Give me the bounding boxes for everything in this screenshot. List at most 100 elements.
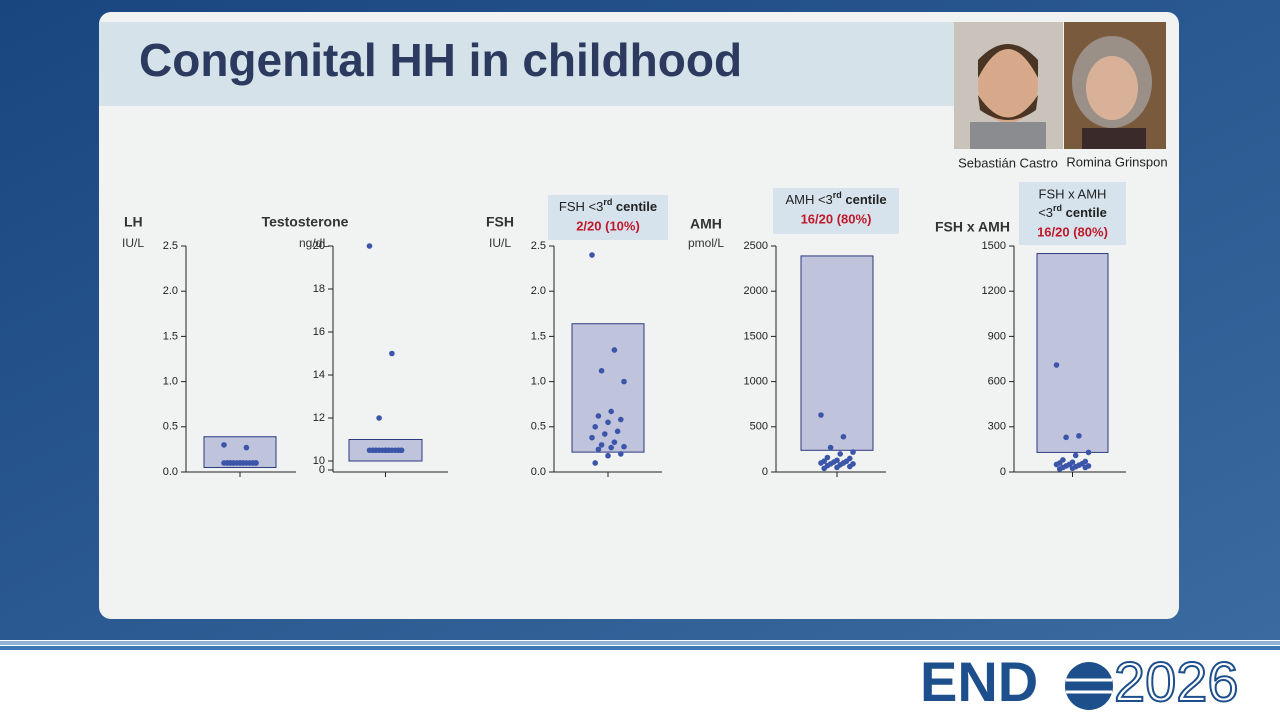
data-point (621, 443, 627, 450)
y-tick-label: 0.0 (531, 466, 546, 478)
annotation-result: 2/20 (10%) (576, 218, 640, 233)
data-point (243, 444, 250, 451)
data-point (824, 454, 831, 461)
data-point (605, 452, 611, 459)
y-tick-label: 1200 (982, 285, 1006, 297)
chart: LH IU/L 0.0 0.5 1.0 1.5 2.0 2.5 (122, 214, 296, 478)
data-point (366, 243, 373, 249)
chart: FSH IU/L 0.0 0.5 1.0 1.5 2.0 2.5 FSH <3rd centil… (486, 195, 668, 478)
annotation-text: FSH <3rd centile (559, 197, 657, 214)
annotation-superscript: rd (1053, 203, 1062, 213)
data-point (1085, 449, 1092, 456)
y-tick-label: 300 (988, 421, 1006, 433)
annotation-box (548, 195, 668, 240)
photo (1064, 22, 1166, 149)
data-point (621, 378, 627, 385)
data-point (382, 447, 389, 454)
y-tick-label: 0.0 (163, 466, 178, 478)
y-tick-label: 1.0 (531, 376, 546, 388)
data-point (389, 350, 395, 357)
data-point (237, 460, 243, 466)
y-tick-label: 2.5 (531, 240, 546, 252)
y-tick-label: 1500 (982, 240, 1006, 252)
reference-range (800, 255, 874, 451)
y-tick-label: 2000 (744, 285, 768, 297)
data-point (850, 449, 856, 455)
chart: Testosterone ng/dL 010 12 14 16 18 20 (262, 214, 448, 477)
chart-title: FSH x AMH (935, 219, 1010, 235)
data-point (840, 433, 847, 440)
chart-title: Testosterone (262, 214, 349, 230)
data-point (1063, 434, 1069, 441)
data-point (608, 444, 614, 451)
annotation-heading: FSH x AMH (1039, 186, 1107, 201)
annotation-result: 16/20 (80%) (801, 211, 872, 226)
y-tick-label: 20 (313, 240, 325, 252)
data-point (1053, 362, 1060, 368)
y-tick-label: 10 (313, 455, 325, 467)
data-point (1072, 452, 1079, 459)
y-axis-label: ng/dL (299, 236, 329, 250)
content-panel (99, 12, 1179, 619)
y-tick-label: 0.5 (531, 421, 546, 433)
y-tick-label: 1.0 (163, 376, 178, 388)
chart: FSH x AMH 0 300 600 900 1200 1500 FSH x AMH <3rd… (935, 182, 1126, 478)
data-point (618, 416, 624, 423)
data-point (592, 460, 598, 466)
chart-title: LH (124, 214, 143, 230)
annotation-text-start: AMH <3 (785, 192, 832, 207)
y-tick-label: 12 (313, 412, 325, 424)
annotation-text: AMH <3rd centile (785, 190, 886, 207)
data-point (614, 428, 621, 435)
data-point (611, 439, 618, 445)
data-point (592, 424, 598, 430)
logo-globe-stripe (1066, 678, 1112, 694)
y-tick-label: 2.5 (163, 240, 178, 252)
data-point (589, 434, 595, 441)
data-point (369, 447, 376, 454)
y-tick-label: 2500 (744, 240, 768, 252)
y-tick-label: 1000 (744, 376, 768, 388)
logo: END 2026 (920, 649, 1240, 714)
data-point (376, 415, 382, 421)
chart-title: FSH (486, 214, 514, 230)
data-point (611, 347, 618, 353)
data-point (589, 252, 595, 258)
chart-title: AMH (690, 216, 722, 232)
data-point (221, 442, 227, 448)
data-point (595, 446, 602, 453)
chart: AMH pmol/L 0 500 1000 1500 2000 2500 AMH <3rd ce… (688, 188, 899, 478)
y-tick-label: 0 (1000, 466, 1006, 478)
y-tick-label: 0 (319, 464, 325, 476)
y-tick-label: 2.0 (163, 285, 178, 297)
data-point (837, 451, 843, 457)
data-point (605, 419, 611, 426)
annotation-result: 16/20 (80%) (1037, 224, 1108, 239)
title-banner (99, 22, 955, 106)
y-axis-label: IU/L (122, 236, 144, 250)
data-point (598, 367, 605, 374)
y-tick-label: 1500 (744, 330, 768, 342)
data-point (827, 444, 834, 451)
y-tick-label: 0.5 (163, 421, 178, 433)
annotation-superscript: rd (603, 197, 612, 207)
y-tick-label: 14 (313, 369, 325, 381)
presenter-name: Romina Grinspon (1066, 154, 1167, 169)
y-tick-label: 16 (313, 326, 325, 338)
annotation-text-start: <3 (1038, 205, 1053, 220)
annotation-text-end: centile (842, 192, 887, 207)
slide-title: Congenital HH in childhood (139, 34, 742, 86)
data-point (818, 412, 824, 418)
data-point (821, 465, 827, 472)
data-point (595, 413, 602, 419)
logo-globe (1065, 662, 1113, 710)
annotation-text: <3rd centile (1038, 203, 1107, 220)
data-point (250, 460, 256, 466)
y-tick-label: 2.0 (531, 285, 546, 297)
data-point (602, 431, 608, 437)
data-point (847, 463, 853, 470)
data-point (834, 464, 840, 471)
annotation-box (773, 188, 899, 234)
y-axis-label: pmol/L (688, 236, 724, 250)
